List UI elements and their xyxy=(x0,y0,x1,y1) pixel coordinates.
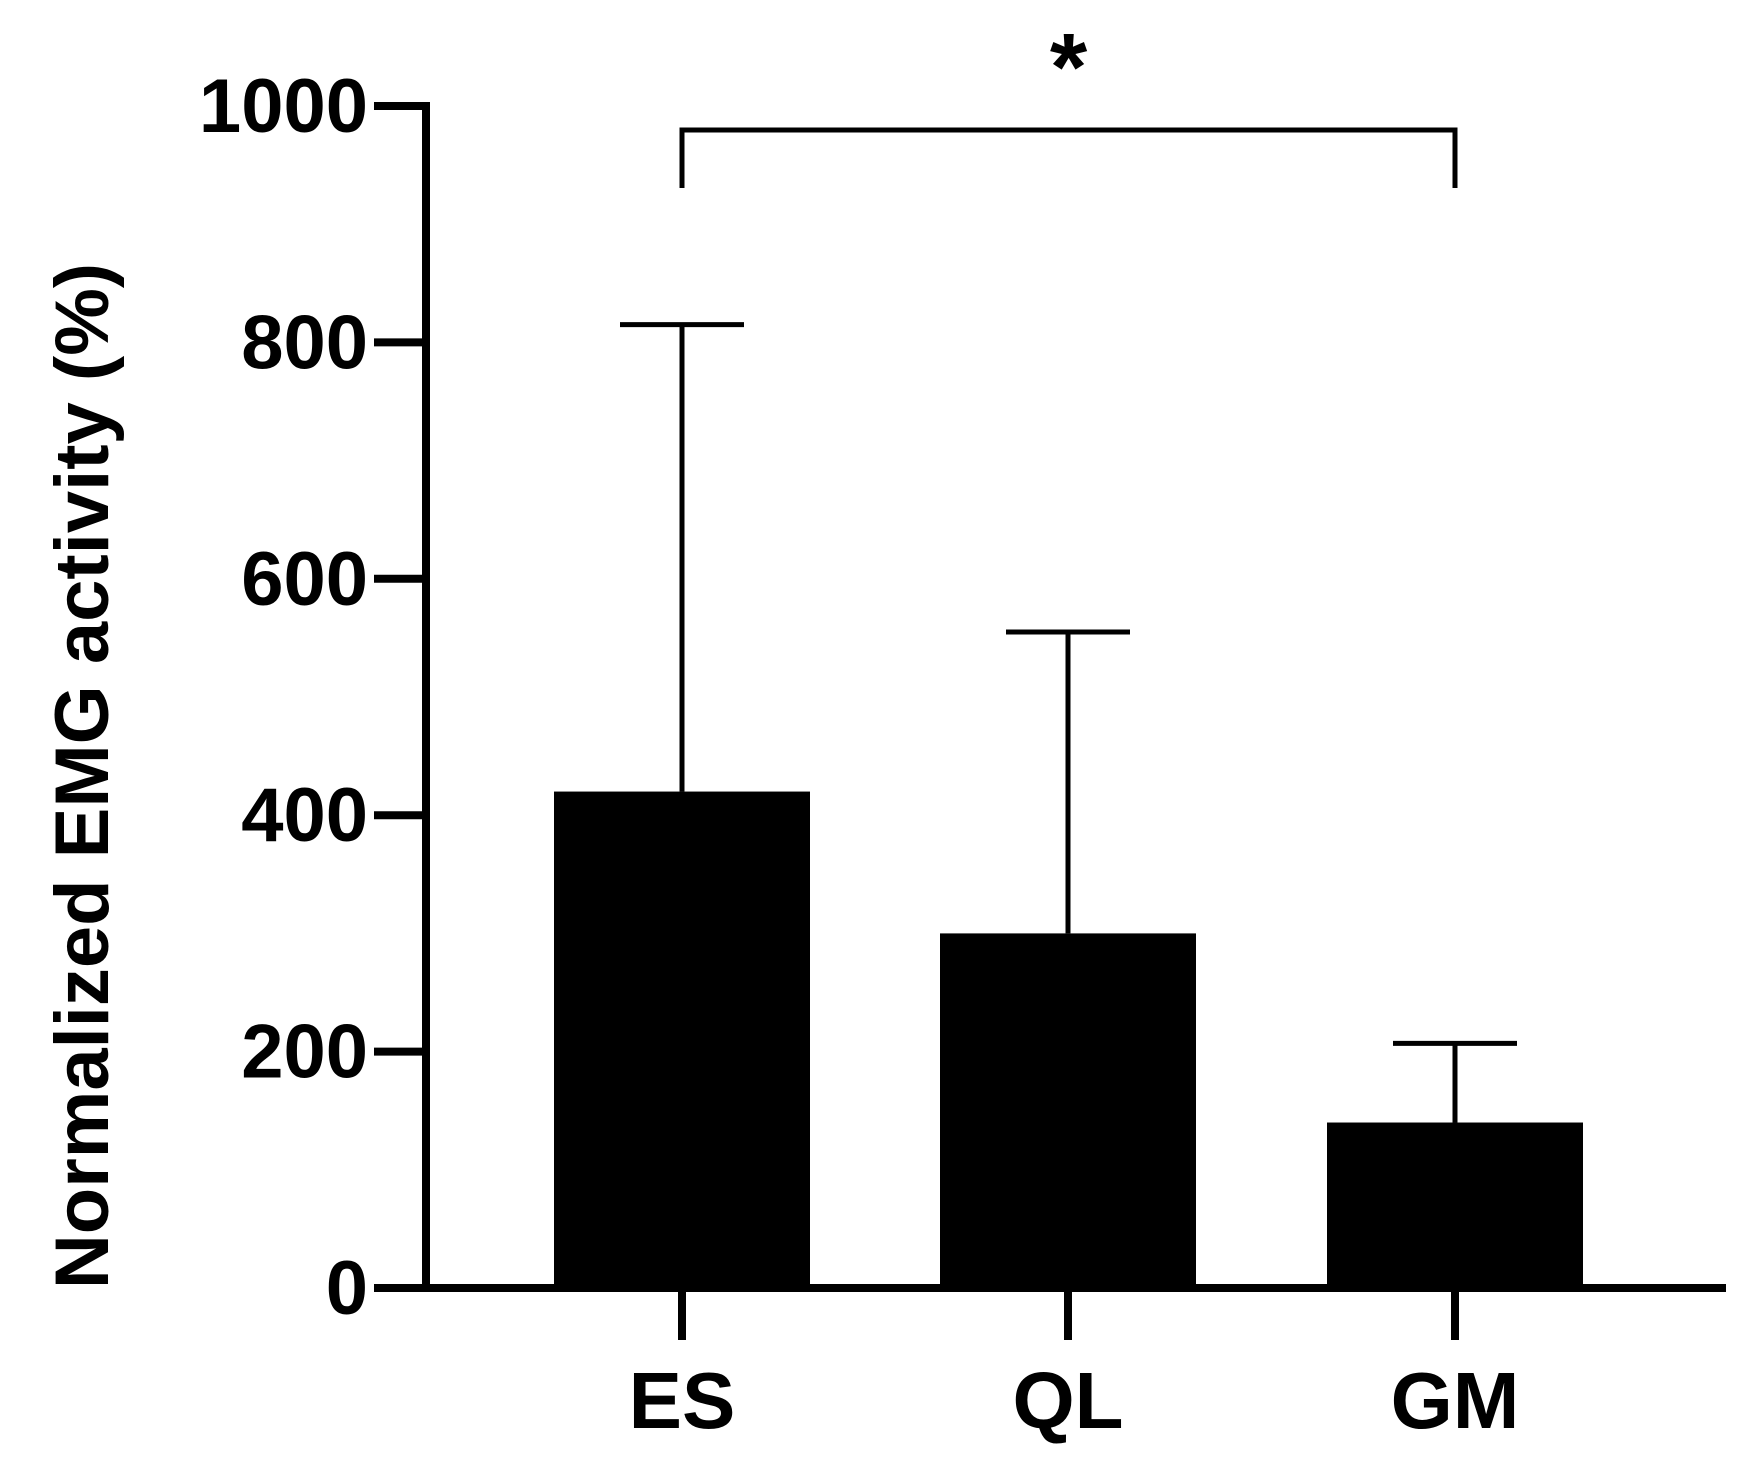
significance-bracket-group: * xyxy=(679,14,1458,188)
y-axis-title: Normalized EMG activity (%) xyxy=(40,263,125,1289)
y-tick-label-1000: 1000 xyxy=(199,64,368,149)
x-tick-label-GM: GM xyxy=(1391,1356,1520,1445)
y-tick-label-400: 400 xyxy=(241,773,368,858)
significance-bracket xyxy=(679,127,1458,188)
tick-labels: 0 200 400 600 800 1000 ES QL GM xyxy=(199,64,1520,1445)
y-axis-title-group: Normalized EMG activity (%) xyxy=(40,263,125,1289)
y-tick-label-0: 0 xyxy=(326,1246,368,1331)
bar-QL xyxy=(940,933,1196,1288)
x-tick-label-ES: ES xyxy=(629,1356,736,1445)
y-tick-label-200: 200 xyxy=(241,1010,368,1095)
y-tick-label-800: 800 xyxy=(241,300,368,385)
bar-GM xyxy=(1327,1122,1583,1288)
significance-asterisk: * xyxy=(1050,14,1088,121)
bars xyxy=(554,791,1583,1288)
y-tick-label-600: 600 xyxy=(241,537,368,622)
bar-ES xyxy=(554,791,810,1288)
x-tick-label-QL: QL xyxy=(1012,1356,1123,1445)
error-bars xyxy=(620,322,1517,1123)
